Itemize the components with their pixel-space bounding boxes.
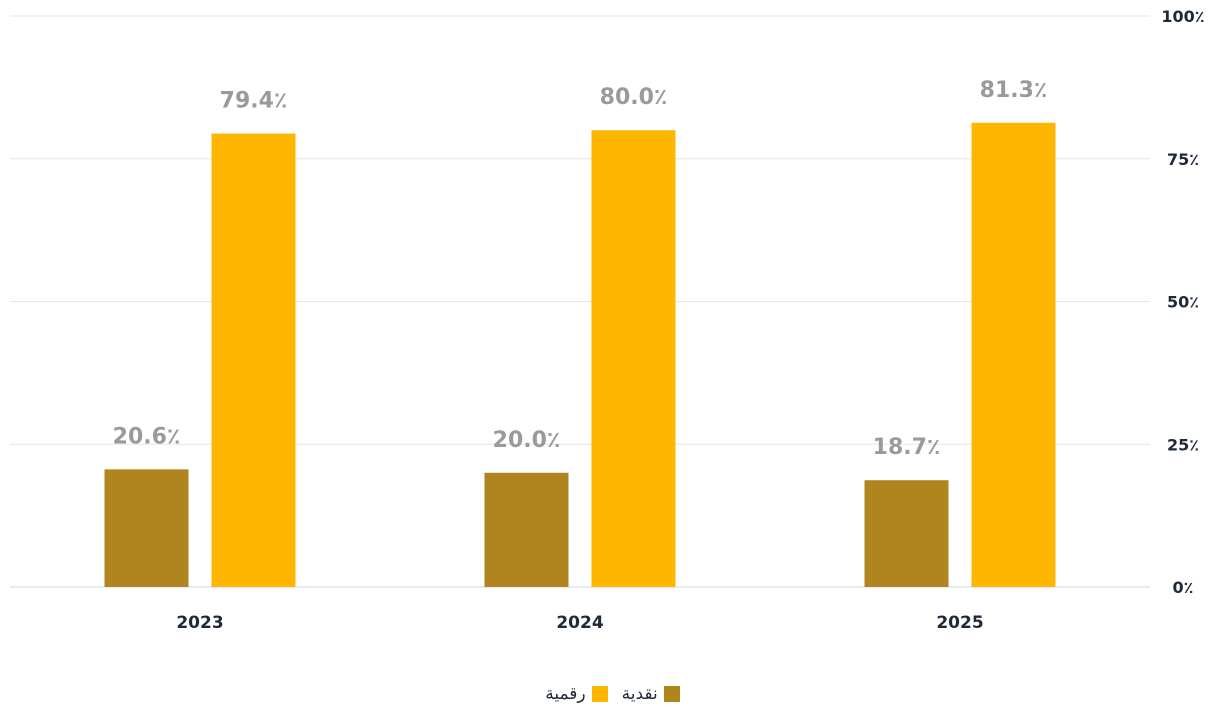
bar-cash-2024 bbox=[484, 472, 569, 587]
x-tick-label-2025: 2025 bbox=[936, 613, 983, 633]
data-label-cash-2024: 20.0٪ bbox=[493, 428, 561, 453]
data-label-digital-2024: 80.0٪ bbox=[600, 85, 668, 110]
bar-digital-2023 bbox=[211, 133, 296, 587]
legend-swatch-cash bbox=[663, 686, 680, 702]
x-tick-label-2024: 2024 bbox=[556, 613, 603, 633]
chart-legend: نقدية رقمية bbox=[0, 684, 1225, 704]
legend-swatch-digital bbox=[591, 686, 608, 702]
y-tick-label-0: 0٪ bbox=[1173, 578, 1194, 597]
data-label-cash-2023: 20.6٪ bbox=[113, 424, 181, 449]
bar-cash-2023 bbox=[104, 469, 189, 587]
data-label-digital-2025: 81.3٪ bbox=[980, 78, 1048, 103]
x-tick-label-2023: 2023 bbox=[176, 613, 223, 633]
legend-label-cash: نقدية bbox=[621, 684, 658, 704]
legend-item-digital: رقمية bbox=[545, 684, 608, 704]
bar-digital-2025 bbox=[971, 122, 1056, 587]
data-label-cash-2025: 18.7٪ bbox=[873, 435, 941, 460]
bar-cash-2025 bbox=[864, 480, 949, 587]
legend-label-digital: رقمية bbox=[545, 684, 586, 704]
y-tick-label-50: 50٪ bbox=[1167, 293, 1199, 312]
bar-digital-2024 bbox=[591, 130, 676, 587]
legend-item-cash: نقدية bbox=[622, 684, 680, 704]
y-tick-label-100: 100٪ bbox=[1161, 7, 1204, 26]
y-tick-label-75: 75٪ bbox=[1167, 150, 1199, 169]
y-tick-label-25: 25٪ bbox=[1167, 435, 1199, 454]
data-label-digital-2023: 79.4٪ bbox=[220, 89, 288, 114]
